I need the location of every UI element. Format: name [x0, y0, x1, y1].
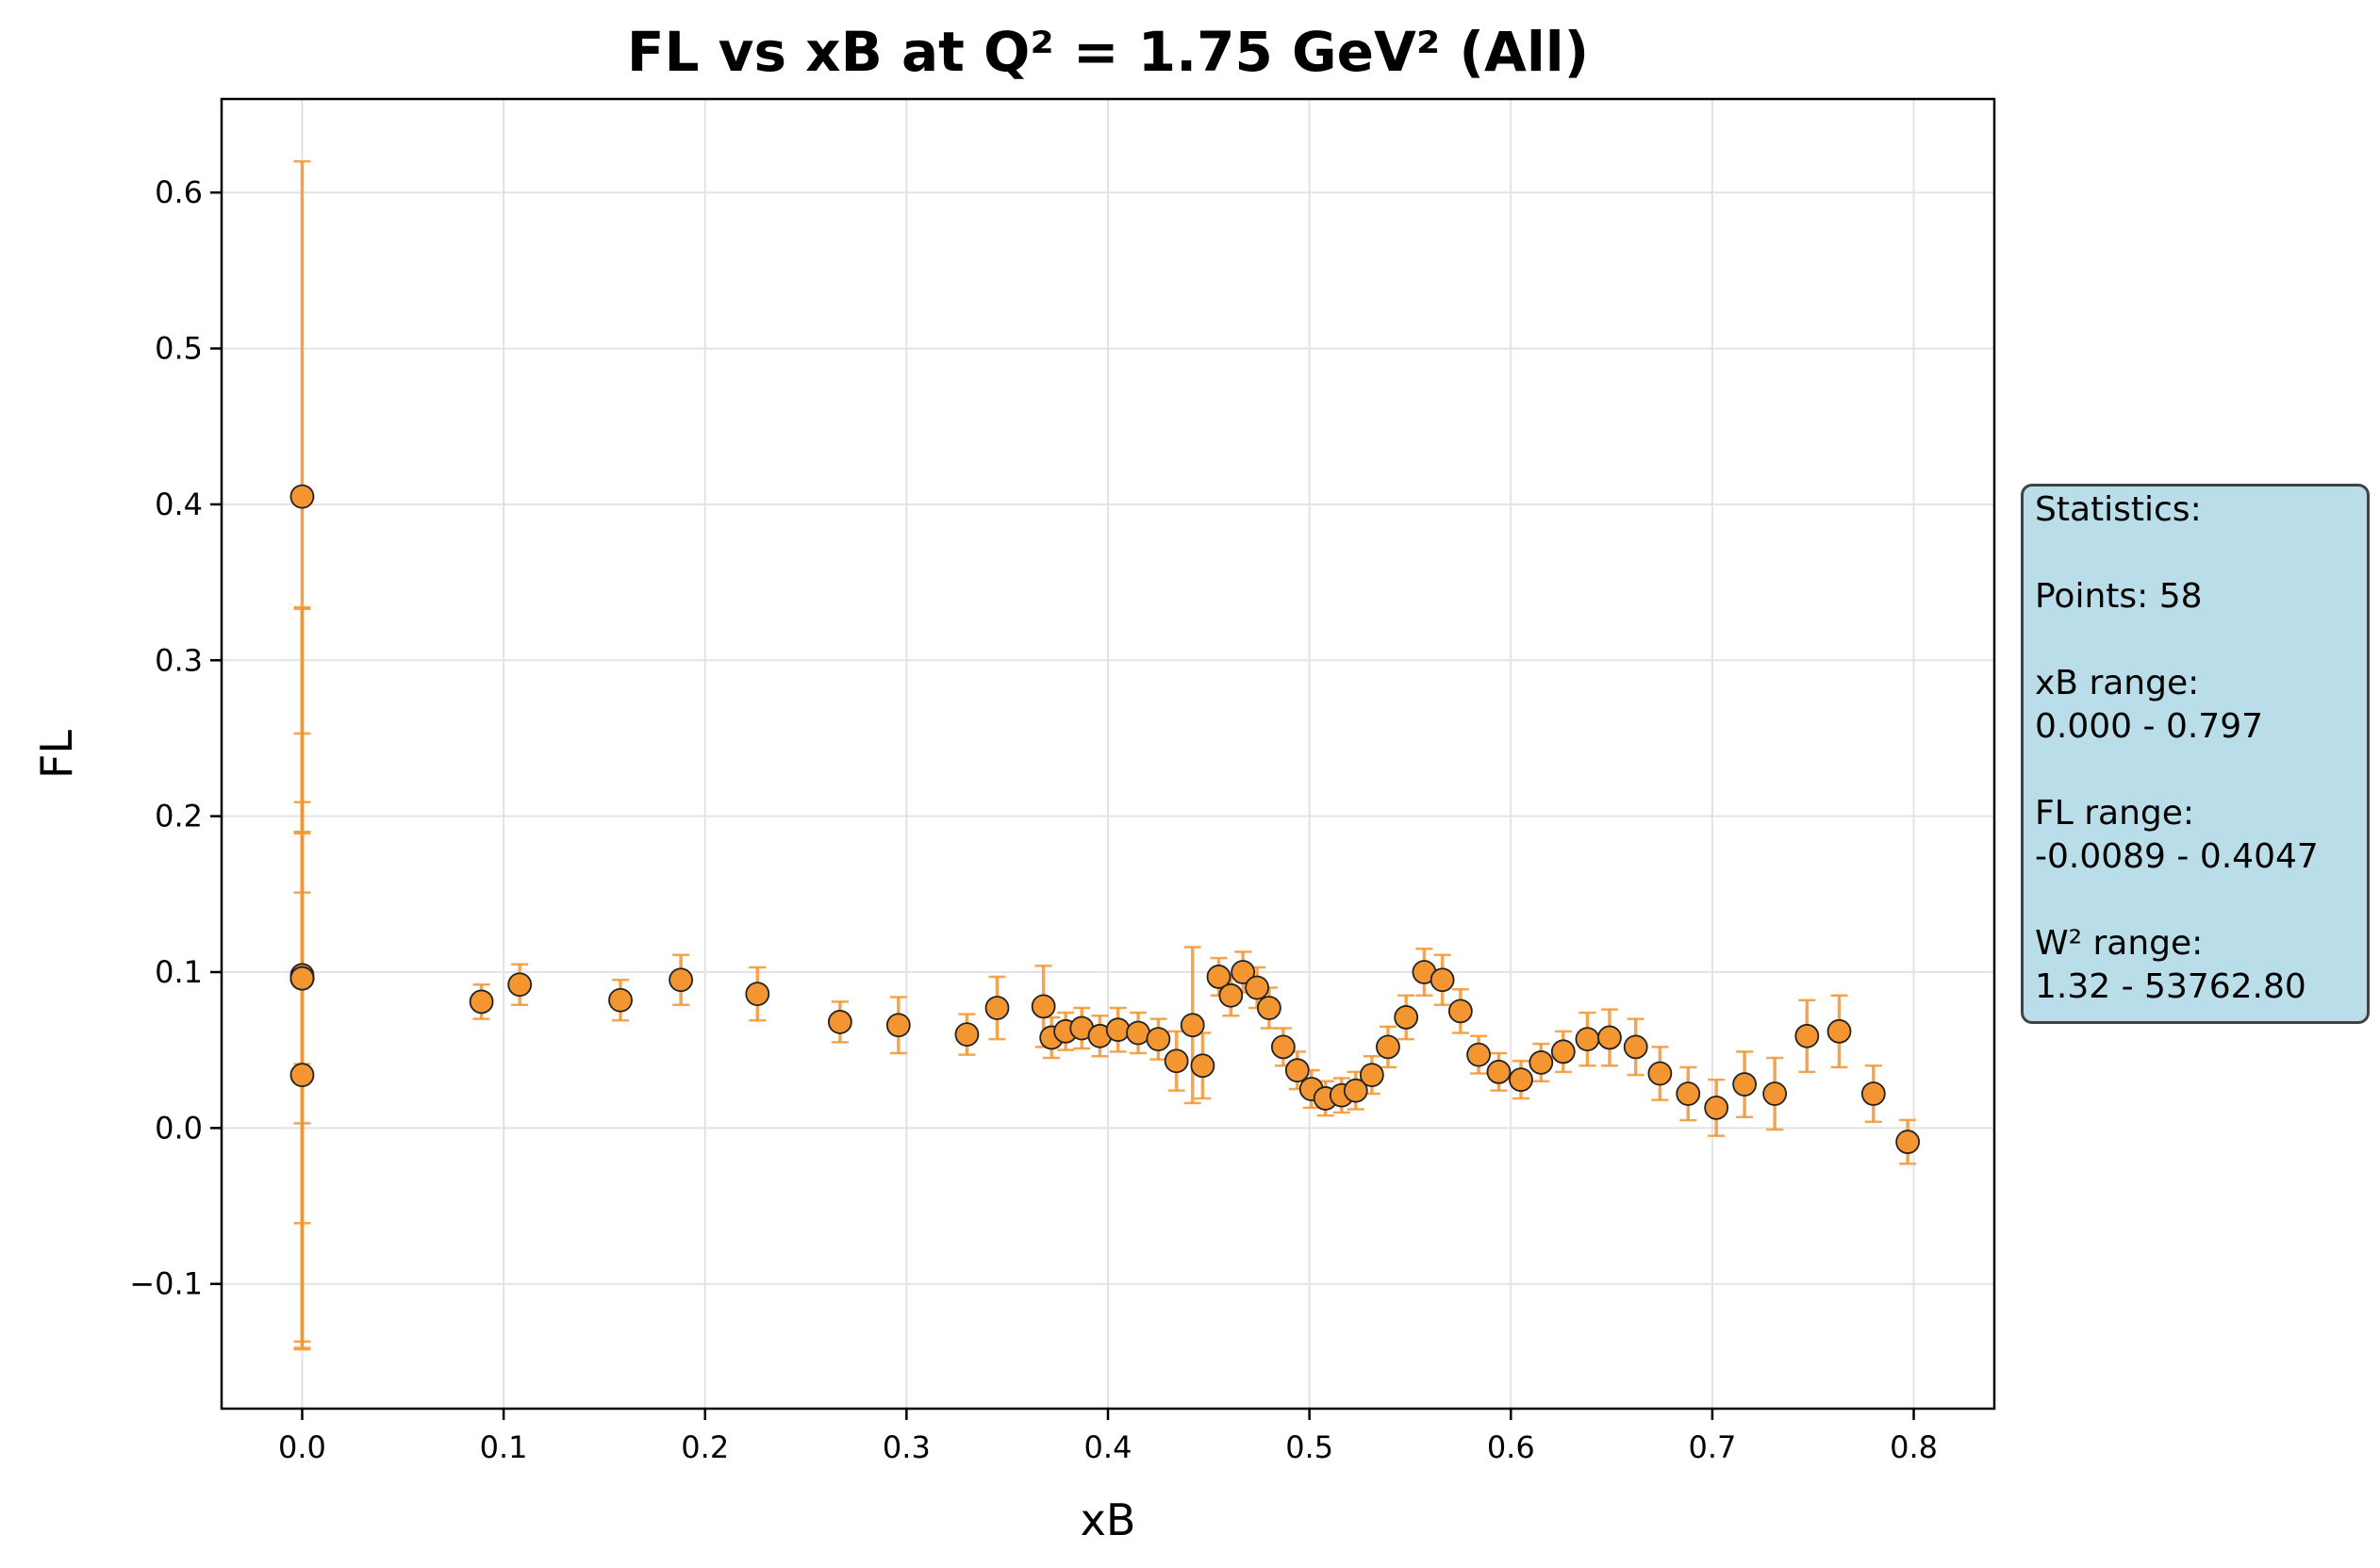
data-point [1447, 999, 1473, 1024]
data-point [1732, 1072, 1757, 1097]
y-axis-label: FL [31, 730, 82, 779]
stats-xb-label: xB range: [2035, 664, 2200, 702]
data-point [289, 1063, 315, 1088]
data-point [1206, 965, 1231, 989]
stats-spacer [2035, 749, 2374, 792]
stats-spacer [2035, 879, 2374, 922]
data-point [1031, 994, 1056, 1019]
data-point [1376, 1034, 1400, 1060]
chart-title: FL vs xB at Q² = 1.75 GeV² (All) [627, 20, 1589, 84]
x-axis-label: xB [1081, 1494, 1136, 1545]
data-point [1704, 1095, 1729, 1120]
data-point [1126, 1020, 1150, 1046]
data-point [1575, 1027, 1600, 1052]
stats-w2-label: W² range: [2035, 924, 2204, 963]
data-point [1180, 1013, 1205, 1038]
data-point [507, 972, 533, 998]
data-point [1146, 1027, 1171, 1052]
data-point [669, 967, 693, 993]
y-tick-label: 0.4 [155, 487, 203, 522]
data-point [827, 1010, 852, 1034]
data-point [1794, 1023, 1820, 1048]
data-point [1762, 1081, 1788, 1106]
statistics-box [2021, 484, 2370, 1024]
y-tick-label: 0.2 [155, 799, 203, 834]
y-axis-ticks: −0.1 0.0 0.1 0.2 0.3 0.4 0.5 0.6 [129, 174, 222, 1302]
x-tick-label: 0.8 [1890, 1429, 1938, 1465]
data-point [1860, 1081, 1886, 1106]
data-point [1245, 975, 1269, 1000]
data-point [1647, 1061, 1673, 1086]
stats-fl-value: -0.0089 - 0.4047 [2035, 837, 2319, 876]
data-point [1343, 1078, 1368, 1103]
data-point [954, 1022, 980, 1048]
y-tick-label: 0.3 [155, 642, 203, 678]
data-point [1270, 1034, 1296, 1060]
data-point [469, 989, 494, 1015]
data-point [1164, 1048, 1189, 1074]
x-tick-label: 0.5 [1285, 1429, 1333, 1465]
stats-points: Points: 58 [2035, 577, 2203, 616]
y-tick-label: −0.1 [129, 1266, 203, 1302]
data-point [1394, 1005, 1419, 1030]
statistics-text: Statistics: Points: 58 xB range: 0.000 - … [2035, 488, 2374, 1009]
data-point [1509, 1067, 1533, 1092]
data-point [1826, 1018, 1852, 1044]
grid [222, 99, 1994, 1409]
stats-w2-value: 1.32 - 53762.80 [2035, 967, 2306, 1006]
y-tick-label: 0.0 [155, 1110, 203, 1146]
data-point [1105, 1017, 1131, 1043]
data-point [1284, 1058, 1310, 1083]
stats-xb-value: 0.000 - 0.797 [2035, 707, 2263, 746]
x-tick-label: 0.6 [1487, 1429, 1535, 1465]
stats-fl-label: FL range: [2035, 794, 2195, 833]
data-point [1623, 1034, 1648, 1060]
data-point [1486, 1059, 1512, 1084]
data-points [289, 484, 1921, 1154]
data-point [1430, 967, 1455, 993]
x-tick-label: 0.1 [480, 1429, 528, 1465]
x-axis-ticks: 0.0 0.1 0.2 0.3 0.4 0.5 0.6 0.7 0.8 [278, 1409, 1938, 1465]
data-point [1190, 1053, 1215, 1079]
data-point [1466, 1042, 1491, 1067]
data-point [289, 966, 315, 991]
data-point [1676, 1081, 1701, 1106]
y-tick-label: 0.6 [155, 174, 203, 210]
x-tick-label: 0.0 [278, 1429, 326, 1465]
data-point [1895, 1130, 1921, 1154]
data-point [1529, 1050, 1554, 1075]
x-tick-label: 0.4 [1084, 1429, 1132, 1465]
data-point [1597, 1025, 1622, 1050]
data-point [1257, 996, 1281, 1020]
data-point [745, 982, 770, 1007]
data-point [984, 996, 1010, 1020]
stats-spacer [2035, 532, 2374, 575]
x-tick-label: 0.2 [681, 1429, 729, 1465]
data-point [1218, 982, 1244, 1008]
data-point [885, 1013, 911, 1038]
data-point [1359, 1063, 1384, 1088]
stats-spacer [2035, 619, 2374, 662]
x-tick-label: 0.7 [1688, 1429, 1736, 1465]
data-point [1550, 1039, 1576, 1065]
data-point [289, 484, 315, 509]
y-tick-label: 0.1 [155, 954, 203, 990]
data-point [1231, 960, 1256, 984]
y-tick-label: 0.5 [155, 331, 203, 367]
stats-heading: Statistics: [2035, 490, 2202, 529]
x-tick-label: 0.3 [883, 1429, 931, 1465]
data-point [608, 987, 633, 1013]
